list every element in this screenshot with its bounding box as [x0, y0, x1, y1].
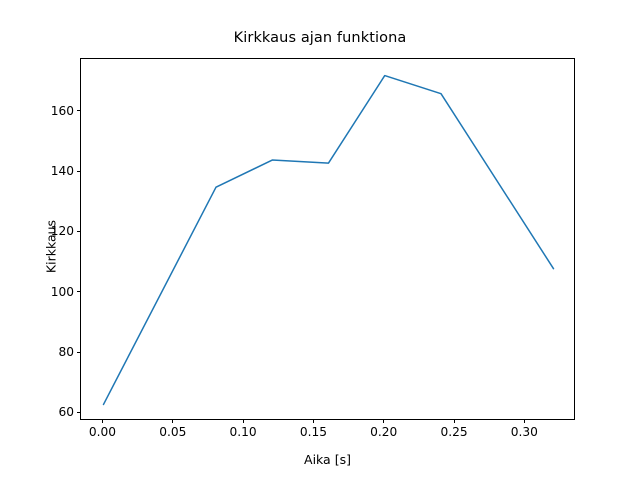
x-tick-label: 0.20: [370, 425, 398, 439]
y-tick-mark: [76, 230, 80, 232]
x-tick-mark: [242, 419, 244, 423]
x-tick-mark: [312, 419, 314, 423]
plot-area: [80, 58, 575, 420]
x-tick-mark: [102, 419, 104, 423]
page-title: Kirkkaus ajan funktiona: [233, 30, 407, 46]
y-axis-label: Kirkkaus: [43, 219, 59, 274]
x-tick-label: 0.00: [88, 425, 117, 439]
x-tick-label: 0.25: [440, 425, 468, 439]
x-axis-label: Aika [s]: [304, 452, 351, 467]
x-tick-label: 0.30: [510, 425, 538, 439]
x-tick-label: 0.10: [229, 425, 257, 439]
data-line-svg: [102, 74, 555, 406]
x-tick-mark: [383, 419, 385, 423]
y-tick-label: 140: [50, 164, 74, 179]
y-tick-mark: [76, 170, 80, 172]
y-tick-label: 60: [58, 405, 74, 420]
y-tick-label: 100: [50, 284, 74, 299]
x-tick-label: 0.05: [159, 425, 187, 439]
y-tick-mark: [76, 351, 80, 353]
x-tick-mark: [453, 419, 455, 423]
y-tick-mark: [76, 291, 80, 293]
x-tick-mark: [172, 419, 174, 423]
data-series-line: [102, 74, 555, 406]
y-tick-mark: [76, 110, 80, 112]
y-tick-label: 160: [50, 103, 74, 118]
x-tick-label: 0.15: [299, 425, 328, 439]
y-tick-mark: [76, 411, 80, 413]
y-tick-label: 80: [58, 345, 74, 360]
x-tick-mark: [523, 419, 525, 423]
y-tick-label: 120: [50, 224, 74, 239]
